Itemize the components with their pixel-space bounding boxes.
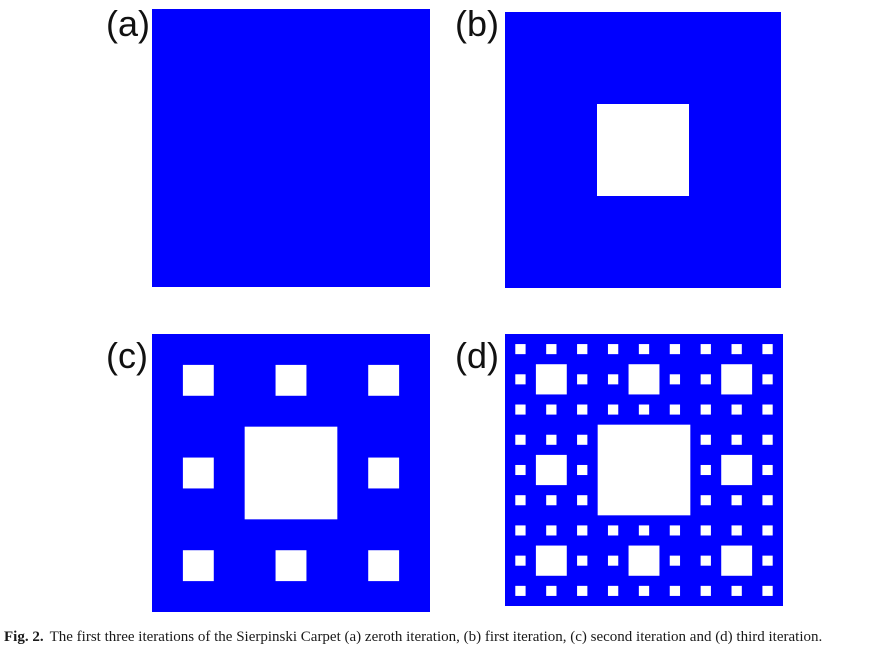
carpet-hole xyxy=(731,585,742,596)
sierpinski-carpet-iteration-0 xyxy=(152,9,430,287)
carpet-hole xyxy=(577,374,588,385)
carpet-hole xyxy=(577,404,588,415)
panel-label-b: (b) xyxy=(455,3,499,44)
carpet-hole xyxy=(515,495,526,506)
carpet-hole xyxy=(546,404,557,415)
carpet-hole xyxy=(597,424,691,516)
carpet-hole xyxy=(700,344,711,355)
carpet-hole xyxy=(515,585,526,596)
carpet-hole xyxy=(669,555,681,566)
carpet-hole xyxy=(535,545,567,576)
carpet-hole xyxy=(721,545,753,576)
sierpinski-carpet-iteration-1 xyxy=(505,12,781,288)
carpet-hole xyxy=(762,555,773,566)
carpet-hole xyxy=(700,555,711,566)
carpet-hole xyxy=(607,585,619,596)
carpet-hole xyxy=(762,434,773,445)
carpet-hole xyxy=(535,454,567,486)
carpet-hole xyxy=(762,525,773,536)
carpet-hole xyxy=(762,404,773,415)
carpet-fill xyxy=(152,9,430,287)
carpet-hole xyxy=(731,404,742,415)
carpet-hole xyxy=(515,434,526,445)
carpet-hole xyxy=(182,364,214,396)
carpet-hole xyxy=(515,344,526,355)
carpet-hole xyxy=(669,374,681,385)
carpet-hole xyxy=(607,525,619,536)
carpet-hole xyxy=(669,525,681,536)
carpet-hole xyxy=(546,525,557,536)
carpet-hole xyxy=(669,344,681,355)
carpet-hole xyxy=(700,464,711,476)
carpet-hole xyxy=(244,426,338,520)
carpet-hole xyxy=(607,344,619,355)
carpet-hole xyxy=(607,555,619,566)
carpet-hole xyxy=(515,555,526,566)
carpet-hole xyxy=(577,434,588,445)
carpet-hole xyxy=(607,404,619,415)
carpet-hole xyxy=(535,364,567,395)
carpet-hole xyxy=(762,374,773,385)
panel-label-c: (c) xyxy=(106,335,148,376)
carpet-hole xyxy=(546,434,557,445)
figure-caption-label: Fig. 2. xyxy=(4,629,44,645)
carpet-hole xyxy=(700,585,711,596)
carpet-hole xyxy=(700,404,711,415)
carpet-hole xyxy=(515,525,526,536)
carpet-hole xyxy=(731,495,742,506)
carpet-hole xyxy=(577,585,588,596)
carpet-hole xyxy=(638,344,650,355)
carpet-hole xyxy=(546,495,557,506)
carpet-hole xyxy=(515,404,526,415)
figure-caption: Fig. 2. The first three iterations of the… xyxy=(4,627,892,647)
carpet-hole xyxy=(700,374,711,385)
carpet-hole xyxy=(182,550,214,582)
carpet-hole xyxy=(577,344,588,355)
carpet-hole xyxy=(628,545,660,576)
carpet-hole xyxy=(731,434,742,445)
carpet-hole xyxy=(731,344,742,355)
carpet-hole xyxy=(762,344,773,355)
carpet-hole xyxy=(669,404,681,415)
carpet-hole xyxy=(700,525,711,536)
carpet-hole xyxy=(515,464,526,476)
carpet-hole xyxy=(182,457,214,489)
carpet-hole xyxy=(546,585,557,596)
carpet-hole xyxy=(368,364,400,396)
carpet-hole xyxy=(607,374,619,385)
carpet-hole xyxy=(577,555,588,566)
carpet-hole xyxy=(638,404,650,415)
carpet-hole xyxy=(597,104,689,196)
figure-caption-text: The first three iterations of the Sierpi… xyxy=(49,629,823,645)
carpet-hole xyxy=(762,495,773,506)
panel-label-a: (a) xyxy=(106,3,150,44)
carpet-hole xyxy=(577,464,588,476)
carpet-hole xyxy=(762,464,773,476)
carpet-hole xyxy=(762,585,773,596)
sierpinski-carpet-iteration-2 xyxy=(152,334,430,612)
carpet-hole xyxy=(721,364,753,395)
carpet-hole xyxy=(515,374,526,385)
carpet-hole xyxy=(368,457,400,489)
carpet-hole xyxy=(700,434,711,445)
carpet-hole xyxy=(275,364,307,396)
carpet-hole xyxy=(546,344,557,355)
sierpinski-carpet-iteration-3 xyxy=(505,334,783,606)
carpet-hole xyxy=(731,525,742,536)
carpet-hole xyxy=(700,495,711,506)
carpet-hole xyxy=(638,525,650,536)
carpet-hole xyxy=(721,454,753,486)
panel-label-d: (d) xyxy=(455,335,499,376)
carpet-hole xyxy=(638,585,650,596)
carpet-hole xyxy=(368,550,400,582)
carpet-hole xyxy=(577,495,588,506)
carpet-hole xyxy=(577,525,588,536)
carpet-hole xyxy=(669,585,681,596)
carpet-hole xyxy=(275,550,307,582)
carpet-hole xyxy=(628,364,660,395)
